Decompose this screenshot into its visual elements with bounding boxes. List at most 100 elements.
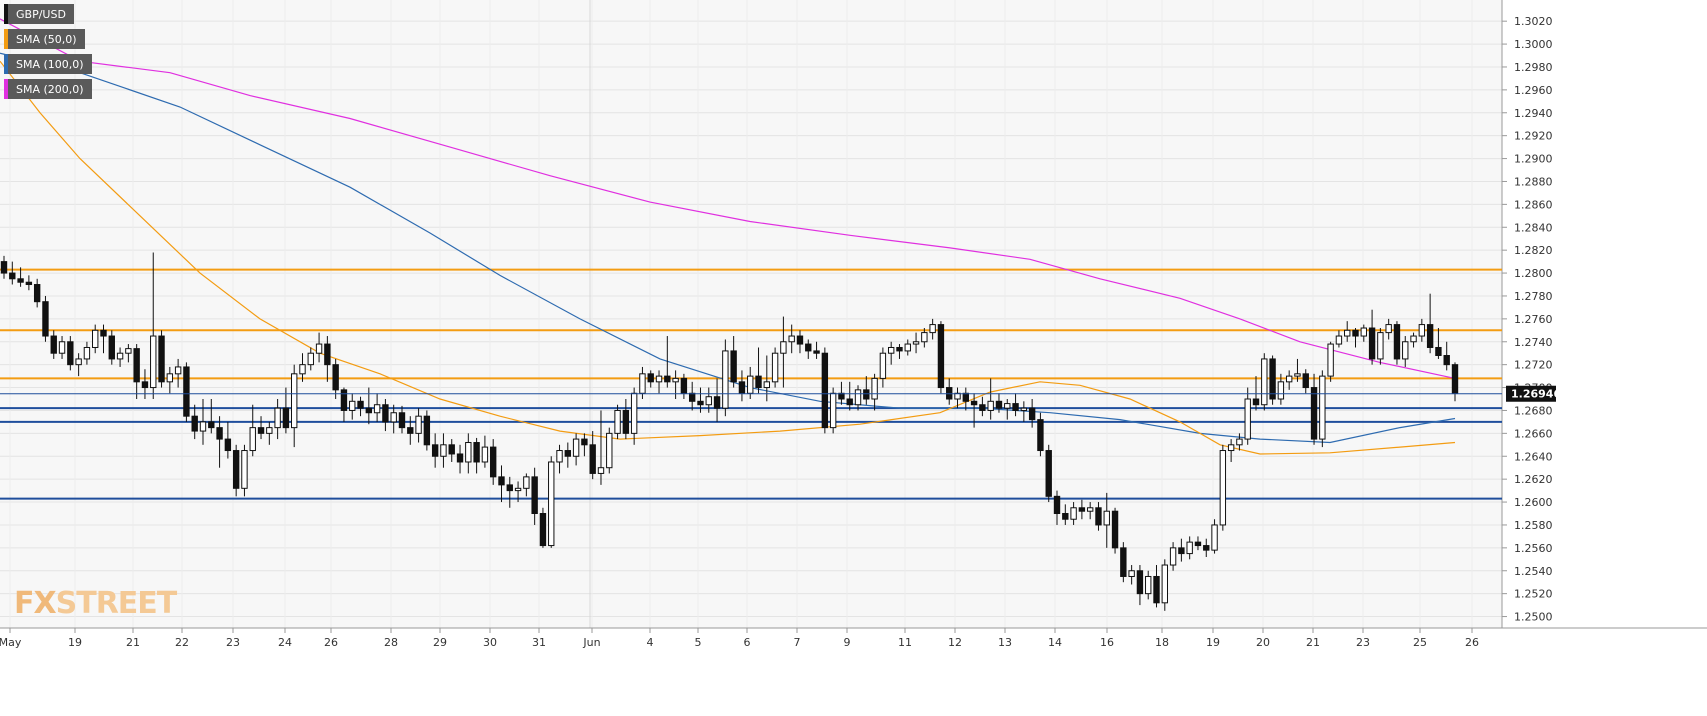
candle-body-bearish [1426,324,1434,348]
candle-body-bullish [788,335,795,343]
candle-body-bullish [1211,524,1218,551]
candle-body-bullish [514,487,522,492]
logo-street: STREET [55,586,178,621]
candle-body-bullish [904,343,911,352]
candle-body-bearish [33,284,41,303]
candle-body-bearish [9,272,16,280]
candle-body-bullish [1410,335,1417,343]
y-tick-label: 1.2640 [1514,450,1553,463]
candle-body-bullish [1344,329,1351,337]
x-tick-label: 9 [844,636,851,649]
candle-body-bullish [1319,375,1326,440]
legend-swatch-sma50 [4,29,8,49]
candle-body-bearish [813,350,820,354]
y-tick-label: 1.2600 [1514,496,1553,509]
x-tick-label: 23 [1356,636,1370,649]
plot-background [0,0,1502,628]
candle-body-bullish [887,346,895,354]
x-tick-label: 4 [647,636,654,649]
candle-body-bullish [440,444,447,457]
x-tick-label: 21 [1306,636,1320,649]
candle-body-bearish [191,415,198,432]
y-tick-label: 1.2900 [1514,153,1553,166]
y-tick-label: 1.2880 [1514,175,1553,188]
candle-body-bearish [357,400,364,409]
candle-body-bullish [1145,575,1152,595]
x-tick-label: 28 [384,636,398,649]
candle-body-bearish [1252,398,1260,406]
candle-body-bearish [730,350,737,383]
candle-body-bullish [1360,327,1367,337]
candle-body-bullish [1103,510,1110,526]
candle-body-bullish [1277,381,1285,400]
candle-body-bearish [622,409,630,434]
candle-body-bearish [1053,495,1061,515]
candle-body-bearish [1037,419,1044,452]
candle-body-bearish [796,335,804,345]
x-tick-label: 19 [1206,636,1220,649]
candle-body-bullish [854,389,862,406]
candle-body-bullish [879,352,887,379]
candle-body-bullish [125,348,132,354]
x-tick-label: 29 [433,636,447,649]
candle-body-bearish [1203,545,1210,551]
candle-body-bullish [241,450,248,489]
candle-body-bearish [738,381,746,394]
y-tick-label: 1.2720 [1514,359,1553,372]
candle-body-bearish [1302,373,1309,389]
candle-body-bearish [863,389,870,400]
candle-body-bullish [1244,398,1251,440]
candle-body-bullish [572,438,580,457]
legend-sma200[interactable]: SMA (200,0) [4,79,92,99]
candle-body-bullish [58,341,66,354]
candle-body-bullish [174,366,182,375]
candle-body-bullish [307,352,314,366]
candle-body-bullish [1128,570,1135,577]
candle-body-bearish [1194,541,1202,547]
candle-body-bearish [1095,507,1102,526]
candle-body-bullish [1004,403,1011,409]
candle-body-bearish [489,446,497,478]
candle-body-bearish [589,444,596,474]
x-tick-label: 25 [1413,636,1427,649]
y-tick-label: 1.2840 [1514,221,1553,234]
candle-body-bearish [431,444,439,457]
last-price-badge [1506,385,1556,402]
candle-body-bearish [1443,355,1450,366]
candle-body-bearish [805,343,812,352]
y-tick-label: 1.2760 [1514,313,1553,326]
candle-body-bullish [639,373,646,394]
x-tick-label: 31 [532,636,546,649]
legend-sma100[interactable]: SMA (100,0) [4,54,92,74]
candle-body-bearish [108,335,115,360]
candle-body-bullish [83,346,91,360]
candle-body-bearish [821,352,829,429]
candle-body-bearish [332,364,339,391]
x-tick-label: 22 [175,636,189,649]
candle-body-bearish [498,476,505,486]
logo-fx: FX [14,586,57,621]
candle-body-bearish [208,421,215,429]
candle-body-bullish [1377,332,1384,360]
candle-body-bearish [1078,507,1086,512]
candle-body-bullish [1335,335,1343,345]
candle-body-bullish [274,407,281,429]
candle-body-bullish [705,396,712,406]
x-tick-label: 26 [1465,636,1479,649]
candle-body-bearish [1269,358,1276,400]
candle-body-bullish [672,377,679,383]
candle-body-bullish [1020,407,1028,411]
legend-gbpusd[interactable]: GBP/USD [4,4,74,24]
candle-body-bullish [390,412,397,423]
x-tick-label: 19 [68,636,82,649]
y-tick-label: 1.2680 [1514,404,1553,417]
legend-sma50[interactable]: SMA (50,0) [4,29,85,49]
candle-body-bearish [324,343,331,366]
candle-body-bearish [42,301,49,337]
candle-body-bullish [1070,507,1077,520]
candle-body-bearish [456,453,464,463]
candle-body-bullish [523,476,530,489]
price-axis-background [1502,0,1707,628]
y-tick-label: 1.2860 [1514,198,1553,211]
candle-body-bearish [216,427,223,440]
